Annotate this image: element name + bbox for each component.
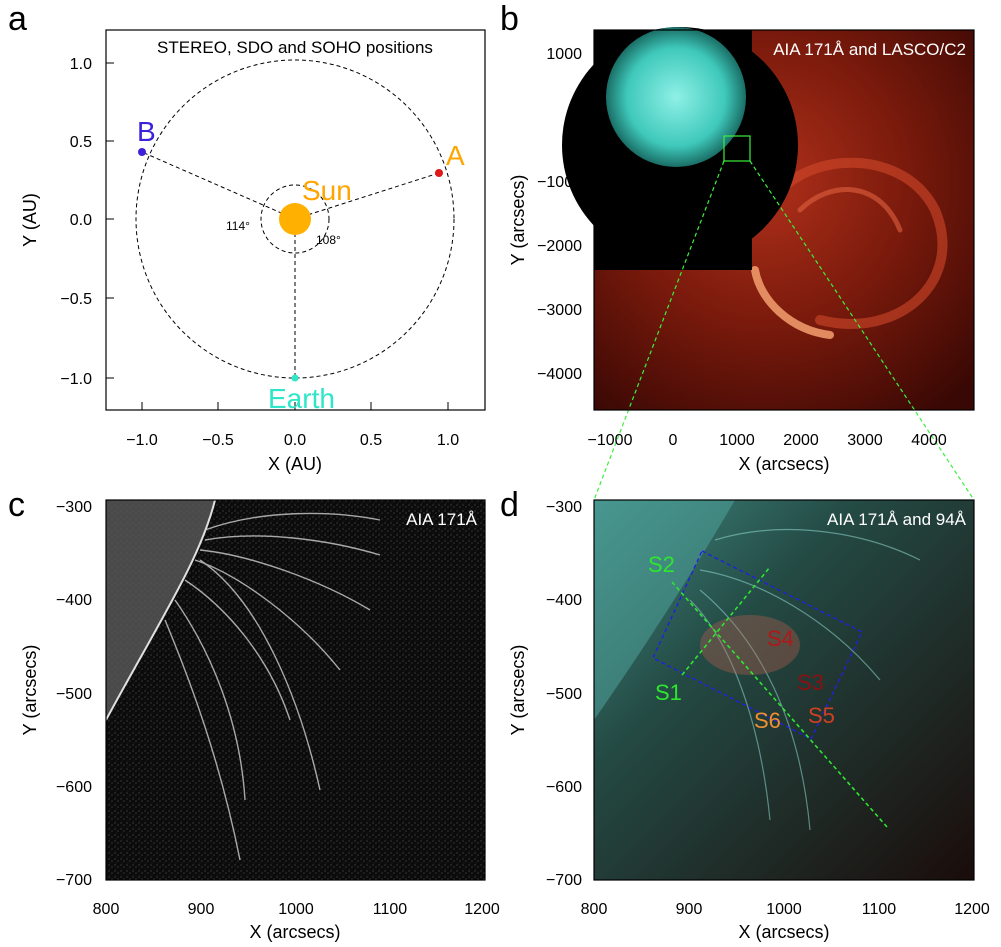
y-tick-label: −500 <box>56 686 92 703</box>
y-tick-label: −700 <box>546 872 582 889</box>
slit-s1 <box>681 566 771 676</box>
y-axis-label-c: Y (arcsecs) <box>20 645 40 736</box>
plot-frame-d <box>593 499 975 881</box>
y-tick-label: −400 <box>546 592 582 609</box>
y-tick-label: −2000 <box>537 238 582 255</box>
x-tick-label: 800 <box>93 901 120 918</box>
panel-title-b: AIA 171Å and LASCO/C2 <box>773 40 966 59</box>
x-tick-label: 800 <box>581 901 608 918</box>
plot-frame-b <box>593 29 975 411</box>
slit-label-s5: S5 <box>808 703 835 728</box>
y-tick-label: −700 <box>56 872 92 889</box>
x-tick-label: 1200 <box>954 901 990 918</box>
y-axis-label-a: Y (AU) <box>20 193 40 247</box>
panel-title-c: AIA 171Å <box>406 510 478 529</box>
x-tick-label: 0.0 <box>284 432 306 449</box>
x-tick-label: 3000 <box>847 432 883 449</box>
plot-frame-c <box>105 499 486 881</box>
y-tick-label: 1000 <box>546 46 582 63</box>
y-tick-label: 0 <box>573 110 582 127</box>
x-tick-label: 1000 <box>766 901 802 918</box>
panel-d: d AIA 171Å and 94Å S1 S2 S3 S4 S5 S6 800… <box>500 486 990 942</box>
label-angle-114: 114° <box>226 219 250 233</box>
x-axis-label-b: X (arcsecs) <box>738 454 829 474</box>
coronal-loops <box>164 512 381 861</box>
x-tick-label: 0.5 <box>360 432 382 449</box>
x-tick-label: 900 <box>676 901 703 918</box>
slit-label-s1: S1 <box>655 680 682 705</box>
y-tick-label: 1.0 <box>70 56 92 73</box>
orbit-lines <box>135 59 455 379</box>
slit-s2 <box>671 581 888 828</box>
y-tick-label: −300 <box>546 499 582 516</box>
y-tick-label: −1000 <box>537 174 582 191</box>
stereo-b-marker <box>138 148 146 156</box>
earth-orbit <box>135 59 455 379</box>
x-ticks-a <box>141 402 449 410</box>
y-tick-label: −500 <box>546 686 582 703</box>
label-stereo-a: A <box>446 140 465 171</box>
panel-title-a: STEREO, SDO and SOHO positions <box>157 38 433 57</box>
sun-marker <box>279 203 311 235</box>
y-tick-label: −1.0 <box>60 371 92 388</box>
panel-a: a −1.0 −0.5 0.0 0.5 1.0 1.0 0.5 0.0 −0.5… <box>8 0 486 474</box>
y-tick-label: −600 <box>546 779 582 796</box>
panel-b: b AIA 171Å and LASCO/C2 −1000 0 1000 200… <box>500 0 975 501</box>
label-stereo-b: B <box>137 116 156 147</box>
x-tick-label: 1100 <box>862 901 897 918</box>
panel-letter-a: a <box>8 0 27 38</box>
x-axis-label-c: X (arcsecs) <box>249 922 340 942</box>
region-box <box>652 550 863 740</box>
x-tick-label: 1000 <box>278 901 314 918</box>
slit-label-s2: S2 <box>648 552 675 577</box>
zoom-lines <box>593 160 975 501</box>
x-tick-label: 1000 <box>719 432 755 449</box>
x-tick-label: 1200 <box>464 901 500 918</box>
x-tick-label: 1.0 <box>437 432 459 449</box>
x-tick-label: 2000 <box>783 432 819 449</box>
cme-loop <box>751 157 948 339</box>
y-tick-label: −600 <box>56 779 92 796</box>
earth-marker <box>291 374 299 382</box>
y-tick-label: −400 <box>56 592 92 609</box>
zoom-box <box>723 135 751 162</box>
y-tick-label: −4000 <box>537 366 582 383</box>
slit-label-s3: S3 <box>797 670 824 695</box>
aia-sun-disk <box>606 27 746 167</box>
hot-region <box>700 615 800 675</box>
limb-edge <box>105 499 216 721</box>
label-earth: Earth <box>268 383 335 414</box>
label-sun: Sun <box>302 175 352 206</box>
x-tick-label: −1.0 <box>126 432 158 449</box>
stereo-a-marker <box>435 169 443 177</box>
coronal-loops-d <box>689 529 921 831</box>
x-axis-label-a: X (AU) <box>268 454 322 474</box>
y-axis-label-d: Y (arcsecs) <box>508 645 528 736</box>
y-tick-label: −300 <box>56 499 92 516</box>
x-axis-label-d: X (arcsecs) <box>738 922 829 942</box>
panel-letter-d: d <box>500 486 519 524</box>
angle-arc <box>260 184 330 254</box>
label-angle-108: 108° <box>316 233 341 247</box>
y-tick-label: −3000 <box>537 302 582 319</box>
y-tick-label: 0.0 <box>70 212 92 229</box>
x-tick-label: 4000 <box>911 432 947 449</box>
solar-limb <box>106 500 215 720</box>
panel-letter-b: b <box>500 0 519 38</box>
y-ticks-a <box>106 62 114 379</box>
y-tick-label: −0.5 <box>60 291 92 308</box>
x-tick-label: −0.5 <box>202 432 234 449</box>
x-tick-label: 0 <box>669 432 678 449</box>
x-tick-label: −1000 <box>588 432 633 449</box>
x-tick-label: 1100 <box>373 901 408 918</box>
x-tick-label: 900 <box>188 901 215 918</box>
slit-label-s4: S4 <box>767 626 794 651</box>
panel-title-d: AIA 171Å and 94Å <box>827 510 967 529</box>
y-tick-label: 0.5 <box>70 134 92 151</box>
panel-letter-c: c <box>8 486 25 524</box>
panel-c: c AIA 171Å 800 900 1000 1100 1200 −300 −… <box>8 486 500 942</box>
y-axis-label-b: Y (arcsecs) <box>508 175 528 266</box>
slit-label-s6: S6 <box>754 708 781 733</box>
